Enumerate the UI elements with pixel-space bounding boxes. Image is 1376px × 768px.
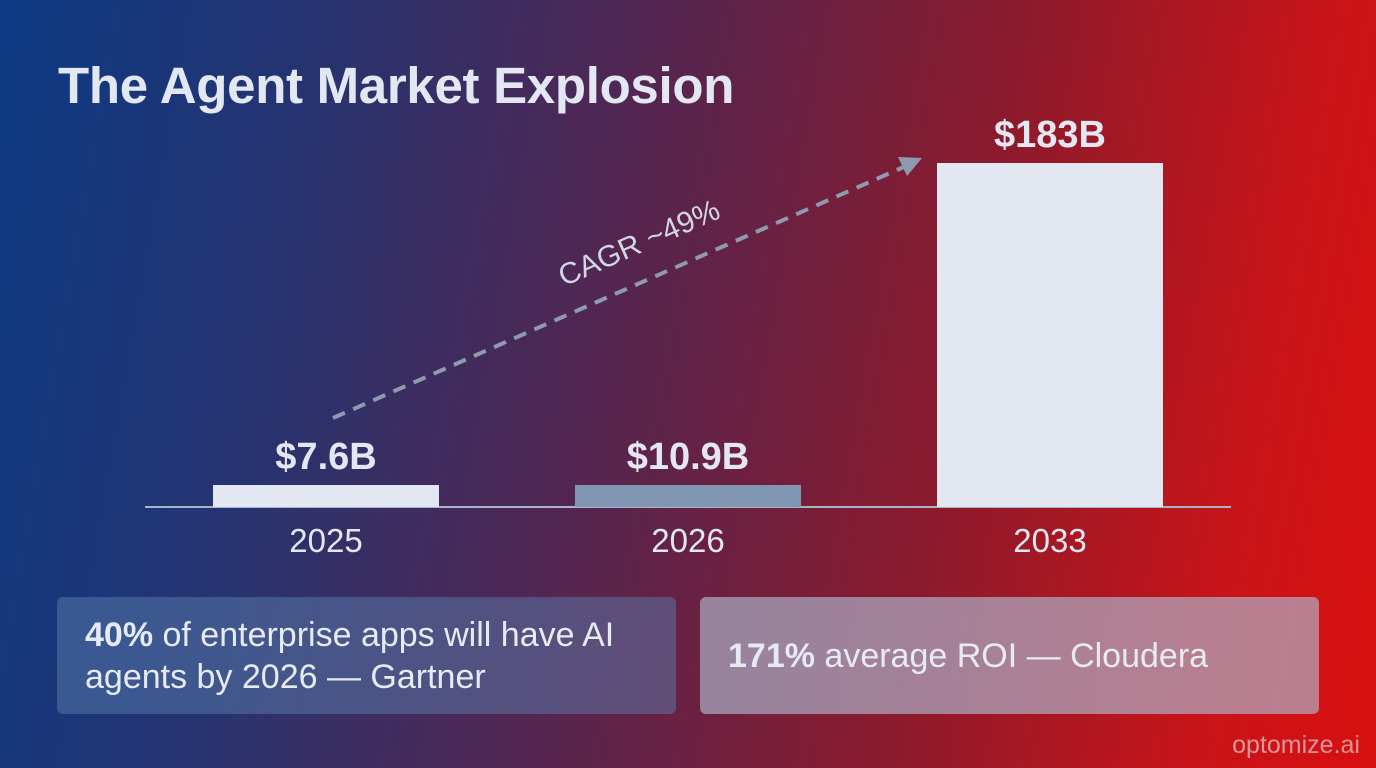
stat-enterprise-apps-text: 40% of enterprise apps will have AI agen… <box>85 614 648 698</box>
stat-enterprise-apps: 40% of enterprise apps will have AI agen… <box>57 597 676 714</box>
stat-roi-highlight: 171% <box>728 636 815 675</box>
chart-title: The Agent Market Explosion <box>58 57 735 114</box>
stat-enterprise-apps-body: of enterprise apps will have AI agents b… <box>85 615 615 696</box>
cagr-arrow <box>332 157 922 420</box>
brand-watermark: optomize.ai <box>1232 731 1360 759</box>
bar-chart: $7.6B 2025 $10.9B 2026 $183B 2033 CAGR ~49% <box>145 114 1231 559</box>
cagr-arrow-head <box>898 157 922 176</box>
bar-2026 <box>575 485 801 507</box>
stat-roi-text: 171% average ROI — Cloudera <box>728 635 1208 677</box>
bar-2033 <box>937 163 1163 507</box>
tick-label-2025: 2025 <box>289 522 362 559</box>
cagr-annotation: CAGR ~49% <box>554 194 725 294</box>
stat-enterprise-apps-highlight: 40% <box>85 615 154 654</box>
tick-label-2026: 2026 <box>651 522 724 559</box>
bar-2025 <box>213 485 439 507</box>
value-label-2025: $7.6B <box>275 436 376 478</box>
stat-roi-body: average ROI — Cloudera <box>814 636 1209 675</box>
cagr-arrow-line <box>332 164 907 420</box>
value-label-2033: $183B <box>994 114 1106 156</box>
bars-layer: $7.6B 2025 $10.9B 2026 $183B 2033 <box>213 114 1163 559</box>
tick-label-2033: 2033 <box>1013 522 1086 559</box>
stat-roi: 171% average ROI — Cloudera <box>700 597 1319 714</box>
value-label-2026: $10.9B <box>627 436 750 478</box>
